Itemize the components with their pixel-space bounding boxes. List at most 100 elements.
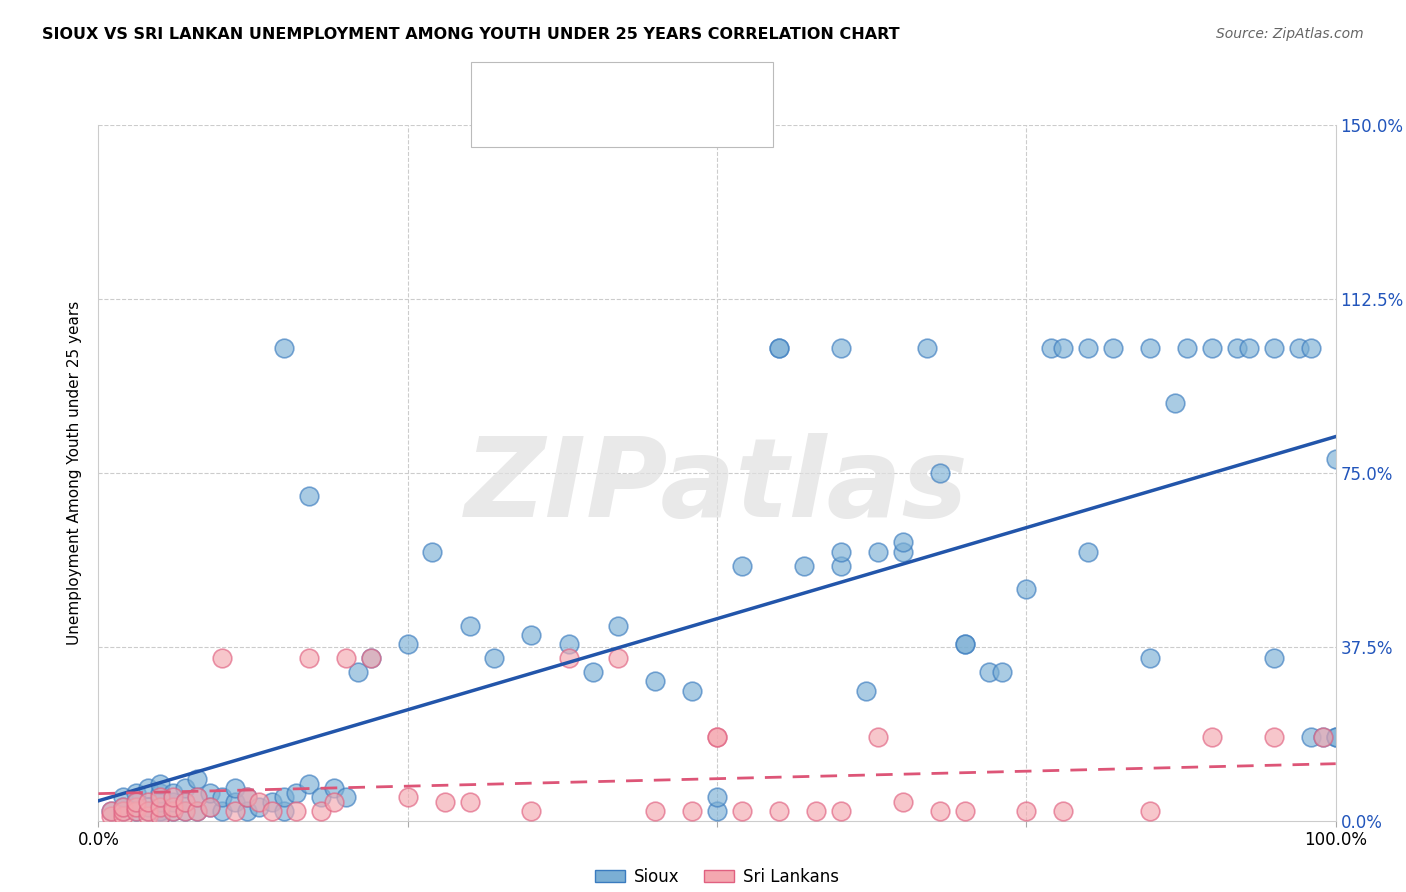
Point: [1139, 341, 1161, 355]
Point: [1052, 341, 1074, 355]
Point: [322, 795, 344, 809]
Point: [1102, 341, 1125, 355]
Point: [149, 809, 172, 823]
Point: [360, 651, 382, 665]
Point: [1015, 582, 1038, 596]
Point: [953, 637, 976, 651]
Text: ZIPatlas: ZIPatlas: [465, 434, 969, 541]
Point: [162, 799, 184, 814]
Point: [136, 799, 159, 814]
Point: [112, 790, 135, 805]
Text: R =: R =: [520, 78, 555, 94]
Point: [309, 790, 332, 805]
Text: 96: 96: [686, 78, 709, 95]
Point: [211, 651, 233, 665]
Point: [830, 341, 852, 355]
Point: [891, 795, 914, 809]
Point: [124, 805, 146, 819]
Point: [149, 799, 172, 814]
Text: SIOUX VS SRI LANKAN UNEMPLOYMENT AMONG YOUTH UNDER 25 YEARS CORRELATION CHART: SIOUX VS SRI LANKAN UNEMPLOYMENT AMONG Y…: [42, 27, 900, 42]
Point: [124, 795, 146, 809]
Point: [198, 786, 221, 800]
Point: [1263, 341, 1285, 355]
Point: [136, 805, 159, 819]
Point: [260, 795, 283, 809]
Point: [273, 341, 295, 355]
Point: [953, 637, 976, 651]
Point: [273, 790, 295, 805]
Point: [1077, 544, 1099, 558]
Point: [1312, 730, 1334, 744]
Point: [186, 772, 208, 786]
Point: [1324, 451, 1347, 466]
Point: [285, 786, 308, 800]
Point: [149, 776, 172, 790]
Point: [917, 341, 939, 355]
Point: [830, 558, 852, 573]
Point: [1139, 651, 1161, 665]
Point: [236, 805, 259, 819]
Point: [1201, 730, 1223, 744]
Point: [396, 637, 419, 651]
Text: 0.153: 0.153: [564, 113, 616, 131]
Point: [731, 558, 754, 573]
Point: [149, 805, 172, 819]
Point: [100, 805, 122, 819]
Point: [136, 781, 159, 796]
Point: [186, 805, 208, 819]
Point: [174, 795, 197, 809]
Point: [162, 786, 184, 800]
Point: [198, 799, 221, 814]
Point: [804, 805, 827, 819]
Point: [953, 805, 976, 819]
Point: [211, 790, 233, 805]
Point: [557, 637, 579, 651]
Point: [162, 790, 184, 805]
Point: [1077, 341, 1099, 355]
Point: [855, 683, 877, 698]
Point: [1226, 341, 1249, 355]
Point: [260, 805, 283, 819]
Point: [298, 776, 321, 790]
Point: [309, 805, 332, 819]
Point: [484, 651, 506, 665]
Point: [768, 805, 790, 819]
Point: [1312, 730, 1334, 744]
Point: [112, 809, 135, 823]
Point: [247, 795, 270, 809]
Point: [1040, 341, 1063, 355]
Point: [174, 795, 197, 809]
Point: [891, 535, 914, 549]
Point: [112, 799, 135, 814]
Text: Source: ZipAtlas.com: Source: ZipAtlas.com: [1216, 27, 1364, 41]
FancyBboxPatch shape: [479, 73, 509, 100]
Point: [186, 790, 208, 805]
Point: [1299, 341, 1322, 355]
Point: [866, 544, 889, 558]
Point: [100, 805, 122, 819]
Point: [1263, 651, 1285, 665]
Point: [644, 805, 666, 819]
Point: [731, 805, 754, 819]
Point: [285, 805, 308, 819]
Point: [706, 730, 728, 744]
Point: [681, 805, 703, 819]
Point: [136, 795, 159, 809]
Legend: Sioux, Sri Lankans: Sioux, Sri Lankans: [589, 861, 845, 892]
Point: [112, 805, 135, 819]
Point: [273, 805, 295, 819]
Point: [644, 674, 666, 689]
Point: [582, 665, 605, 680]
Text: 57: 57: [686, 113, 709, 131]
Point: [347, 665, 370, 680]
Point: [1288, 341, 1310, 355]
Point: [124, 786, 146, 800]
FancyBboxPatch shape: [479, 109, 509, 136]
Text: N =: N =: [643, 114, 679, 129]
Point: [236, 790, 259, 805]
Text: N =: N =: [643, 78, 679, 94]
Point: [607, 651, 630, 665]
Point: [422, 544, 444, 558]
Point: [520, 805, 543, 819]
Point: [100, 809, 122, 823]
